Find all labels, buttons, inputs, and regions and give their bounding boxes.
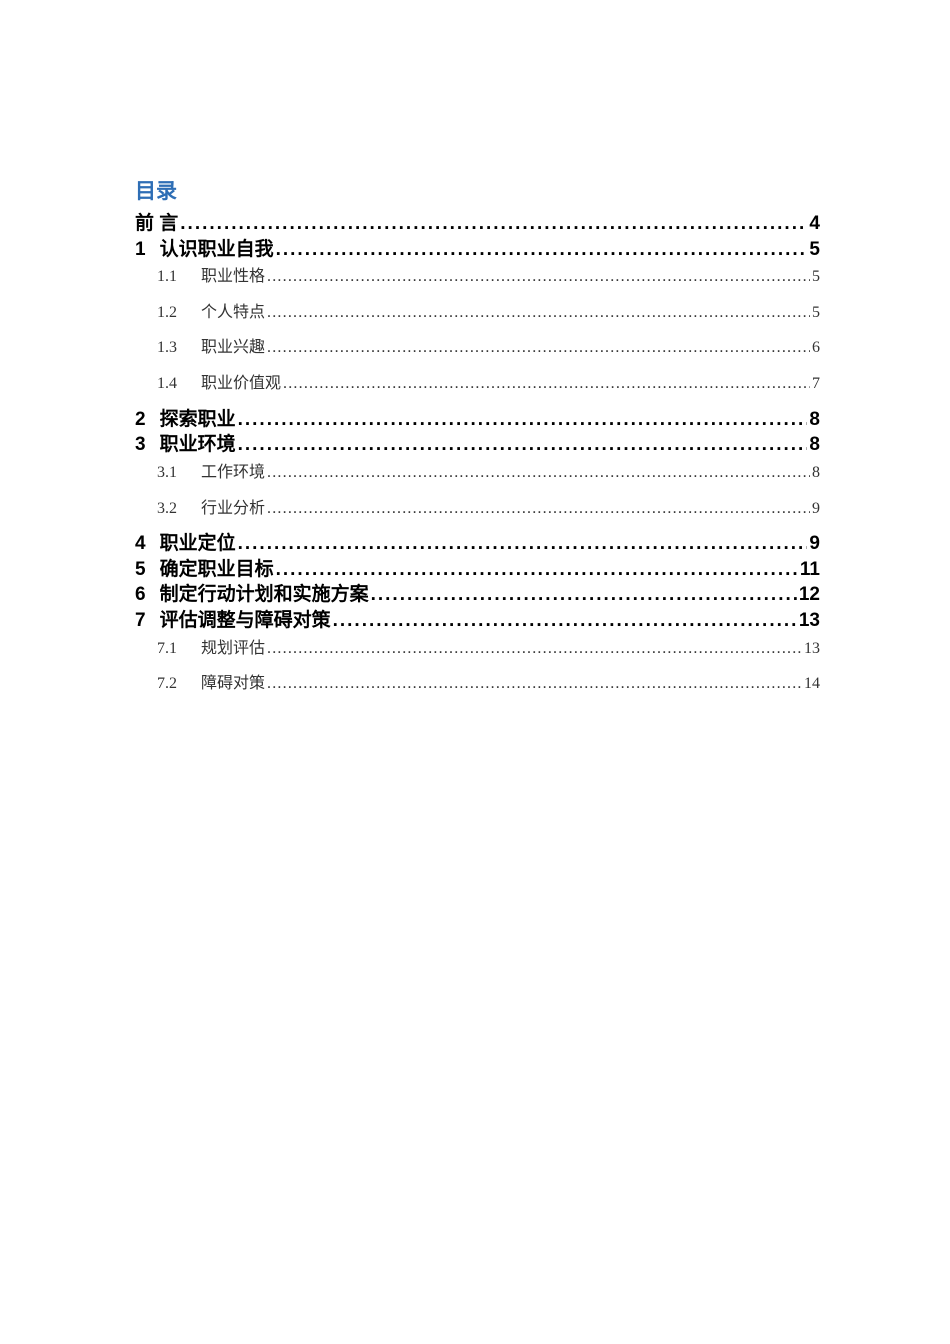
toc-entry[interactable]: 4职业定位...................................… (135, 531, 820, 557)
toc-entry-page: 8 (809, 407, 820, 433)
toc-entry-page: 9 (809, 531, 820, 557)
toc-entry-page: 5 (809, 237, 820, 263)
toc-entry-number: 1.2 (157, 302, 201, 324)
toc-entry-page: 12 (799, 582, 820, 608)
toc-leader-dots: ........................................… (267, 337, 810, 359)
toc-entry[interactable]: 2探索职业...................................… (135, 407, 820, 433)
toc-entry-page: 13 (804, 638, 820, 660)
toc-entry-number: 1 (135, 237, 160, 263)
toc-leader-dots: ........................................… (333, 608, 797, 634)
toc-entry-number: 4 (135, 531, 160, 557)
toc-entry-number: 1.1 (157, 266, 201, 288)
toc-entry[interactable]: 前 言.....................................… (135, 211, 820, 237)
toc-entry-label: 工作环境 (201, 462, 265, 484)
toc-entry-number: 3.2 (157, 498, 201, 520)
toc-leader-dots: ........................................… (238, 432, 808, 458)
toc-entry-page: 8 (809, 432, 820, 458)
toc-entry-label: 职业兴趣 (201, 337, 265, 359)
toc-entry-page: 6 (812, 337, 820, 359)
toc-entry[interactable]: 1.4职业价值观................................… (135, 373, 820, 395)
toc-entry[interactable]: 7.1规划评估.................................… (135, 638, 820, 660)
toc-entry[interactable]: 6制定行动计划和实施方案............................… (135, 582, 820, 608)
toc-entry-label: 规划评估 (201, 638, 265, 660)
toc-entry-number: 1.4 (157, 373, 201, 395)
toc-leader-dots: ........................................… (180, 211, 807, 237)
toc-leader-dots: ........................................… (267, 673, 802, 695)
toc-entry[interactable]: 1.1职业性格.................................… (135, 266, 820, 288)
toc-entry-number: 6 (135, 582, 160, 608)
toc-entry-label: 探索职业 (160, 407, 236, 433)
toc-entry-label: 前 言 (135, 211, 178, 237)
toc-entry-label: 确定职业目标 (160, 557, 274, 583)
document-page: 目录 前 言..................................… (0, 0, 950, 695)
toc-leader-dots: ........................................… (267, 462, 810, 484)
toc-entry-number: 7.1 (157, 638, 201, 660)
toc-entry-label: 评估调整与障碍对策 (160, 608, 331, 634)
toc-leader-dots: ........................................… (267, 498, 810, 520)
toc-entry-number: 5 (135, 557, 160, 583)
toc-leader-dots: ........................................… (267, 266, 810, 288)
toc-entry-number: 3 (135, 432, 160, 458)
toc-entry-page: 14 (804, 673, 820, 695)
toc-entry[interactable]: 3.2行业分析.................................… (135, 498, 820, 520)
toc-entry[interactable]: 1.2个人特点.................................… (135, 302, 820, 324)
toc-entry-page: 13 (799, 608, 820, 634)
toc-entry-label: 职业环境 (160, 432, 236, 458)
toc-leader-dots: ........................................… (276, 557, 798, 583)
toc-entry-page: 9 (812, 498, 820, 520)
toc-entry-label: 个人特点 (201, 302, 265, 324)
toc-entry-number: 3.1 (157, 462, 201, 484)
toc-entry[interactable]: 7.2障碍对策.................................… (135, 673, 820, 695)
toc-leader-dots: ........................................… (267, 638, 802, 660)
toc-entry-page: 8 (812, 462, 820, 484)
toc-entry-label: 障碍对策 (201, 673, 265, 695)
toc-entry[interactable]: 3职业环境...................................… (135, 432, 820, 458)
toc-entry-number: 2 (135, 407, 160, 433)
toc-entry-label: 制定行动计划和实施方案 (160, 582, 369, 608)
toc-leader-dots: ........................................… (238, 531, 808, 557)
toc-entry-label: 认识职业自我 (160, 237, 274, 263)
toc-body: 前 言.....................................… (135, 211, 820, 695)
toc-leader-dots: ........................................… (371, 582, 797, 608)
toc-entry[interactable]: 5确定职业目标.................................… (135, 557, 820, 583)
toc-entry-label: 职业性格 (201, 266, 265, 288)
toc-entry-number: 1.3 (157, 337, 201, 359)
toc-entry[interactable]: 1认识职业自我.................................… (135, 237, 820, 263)
toc-entry-page: 7 (812, 373, 820, 395)
toc-entry[interactable]: 7评估调整与障碍对策..............................… (135, 608, 820, 634)
toc-leader-dots: ........................................… (276, 237, 808, 263)
toc-entry-number: 7 (135, 608, 160, 634)
toc-entry-number: 7.2 (157, 673, 201, 695)
toc-entry-label: 行业分析 (201, 498, 265, 520)
toc-entry-page: 11 (800, 557, 820, 583)
toc-leader-dots: ........................................… (238, 407, 808, 433)
toc-entry-page: 5 (812, 302, 820, 324)
toc-entry[interactable]: 1.3职业兴趣.................................… (135, 337, 820, 359)
toc-leader-dots: ........................................… (267, 302, 810, 324)
toc-entry-page: 4 (809, 211, 820, 237)
toc-entry[interactable]: 3.1工作环境.................................… (135, 462, 820, 484)
toc-title: 目录 (135, 175, 820, 205)
toc-leader-dots: ........................................… (283, 373, 810, 395)
toc-entry-label: 职业价值观 (201, 373, 281, 395)
toc-entry-page: 5 (812, 266, 820, 288)
toc-entry-label: 职业定位 (160, 531, 236, 557)
